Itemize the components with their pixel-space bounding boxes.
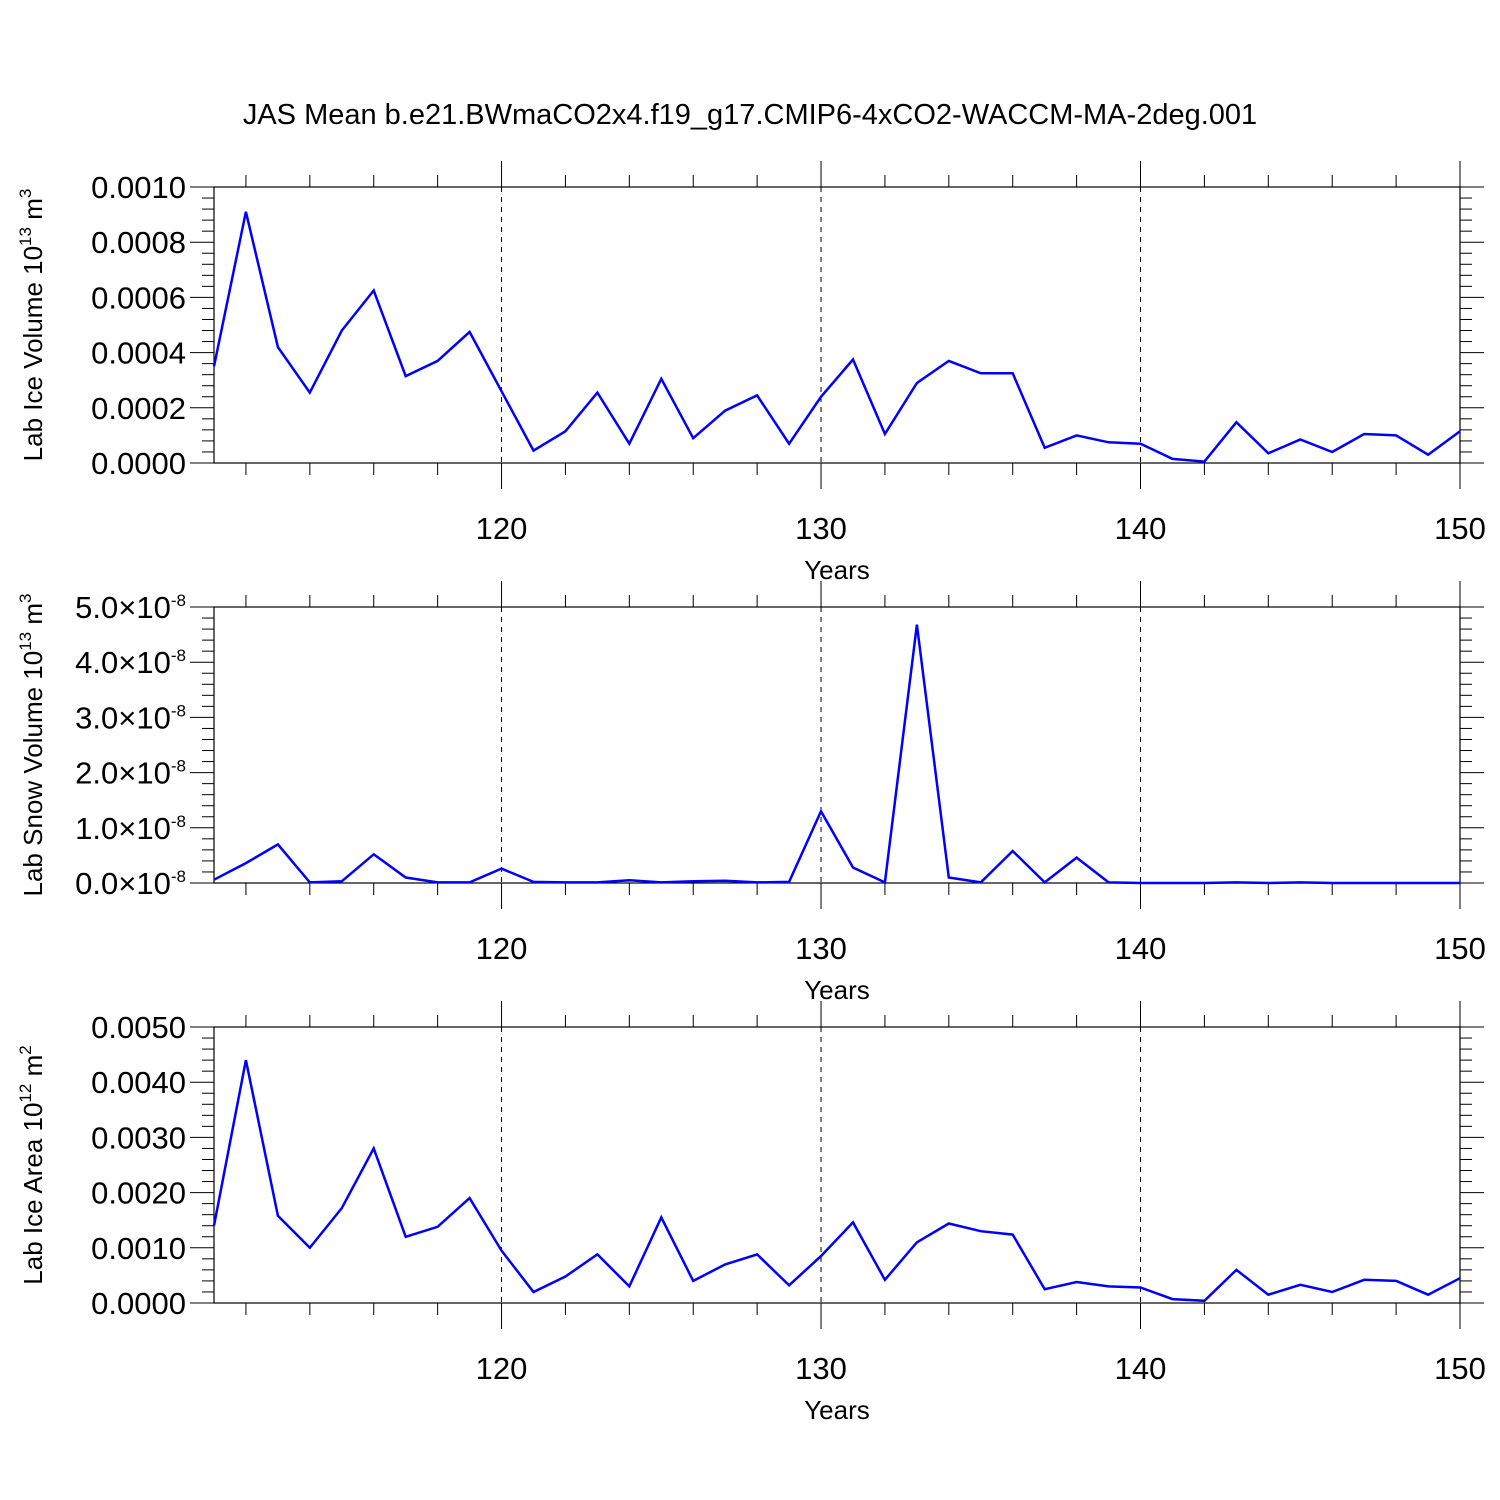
- plot-frame: [213, 606, 1461, 884]
- y-tick-label: 0.0008: [91, 225, 186, 260]
- series-line: [212, 1059, 1461, 1303]
- panel-1: 0.0000 0.0002 0.0004 0.0006 0.0008 0.0010 120 1…: [16, 161, 1486, 585]
- y-tick-label: 0.0030: [91, 1120, 186, 1155]
- x-axis-label: Years: [804, 1395, 870, 1425]
- x-tick-label: 130: [795, 931, 847, 966]
- y-tick-label: 5.0×10-8: [75, 590, 186, 625]
- y-axis-label: Lab Snow Volume 1013 m3: [16, 593, 48, 896]
- y-tick-label: 1.0×10-8: [75, 811, 186, 846]
- x-axis-label: Years: [804, 975, 870, 1005]
- plot-frame: [213, 1026, 1461, 1304]
- y-tick-label: 0.0040: [91, 1065, 186, 1100]
- y-axis-label: Lab Ice Area 1012 m2: [16, 1045, 48, 1284]
- y-tick-label: 0.0020: [91, 1176, 186, 1211]
- y-tick-label: 0.0004: [91, 336, 186, 371]
- y-tick-label: 0.0×10-8: [75, 866, 186, 901]
- y-tick-label: 3.0×10-8: [75, 700, 186, 735]
- x-tick-label: 120: [476, 1351, 528, 1386]
- x-axis-label: Years: [804, 555, 870, 585]
- x-tick-label: 130: [795, 511, 847, 546]
- x-tick-label: 140: [1115, 931, 1167, 966]
- panels-container: 0.0000 0.0002 0.0004 0.0006 0.0008 0.0010 120 1…: [16, 161, 1486, 1425]
- x-tick-label: 130: [795, 1351, 847, 1386]
- y-tick-label: 0.0010: [91, 170, 186, 205]
- x-tick-label: 150: [1434, 931, 1486, 966]
- plot-frame: [213, 186, 1461, 464]
- y-tick-label: 0.0010: [91, 1231, 186, 1266]
- y-tick-label: 0.0000: [91, 446, 186, 481]
- y-tick-label: 2.0×10-8: [75, 756, 186, 791]
- x-tick-label: 140: [1115, 511, 1167, 546]
- y-tick-label: 0.0002: [91, 391, 186, 426]
- panel-3: 0.0000 0.0010 0.0020 0.0030 0.0040 0.0050 120 1…: [16, 1001, 1486, 1425]
- x-tick-label: 150: [1434, 1351, 1486, 1386]
- y-tick-label: 4.0×10-8: [75, 645, 186, 680]
- series-line: [213, 624, 1460, 885]
- x-tick-label: 120: [476, 931, 528, 966]
- panel-2: 0.0×10-8 1.0×10-8 2.0×10-8 3.0×10-8 4.0×10-8…: [16, 581, 1486, 1005]
- x-tick-label: 140: [1115, 1351, 1167, 1386]
- y-tick-label: 0.0050: [91, 1010, 186, 1045]
- y-tick-label: 0.0006: [91, 280, 186, 315]
- x-tick-label: 150: [1434, 511, 1486, 546]
- x-tick-label: 120: [476, 511, 528, 546]
- series-line: [212, 211, 1461, 463]
- y-tick-label: 0.0000: [91, 1286, 186, 1321]
- y-axis-label: Lab Ice Volume 1013 m3: [16, 189, 48, 462]
- chart-title: JAS Mean b.e21.BWmaCO2x4.f19_g17.CMIP6-4…: [243, 99, 1257, 131]
